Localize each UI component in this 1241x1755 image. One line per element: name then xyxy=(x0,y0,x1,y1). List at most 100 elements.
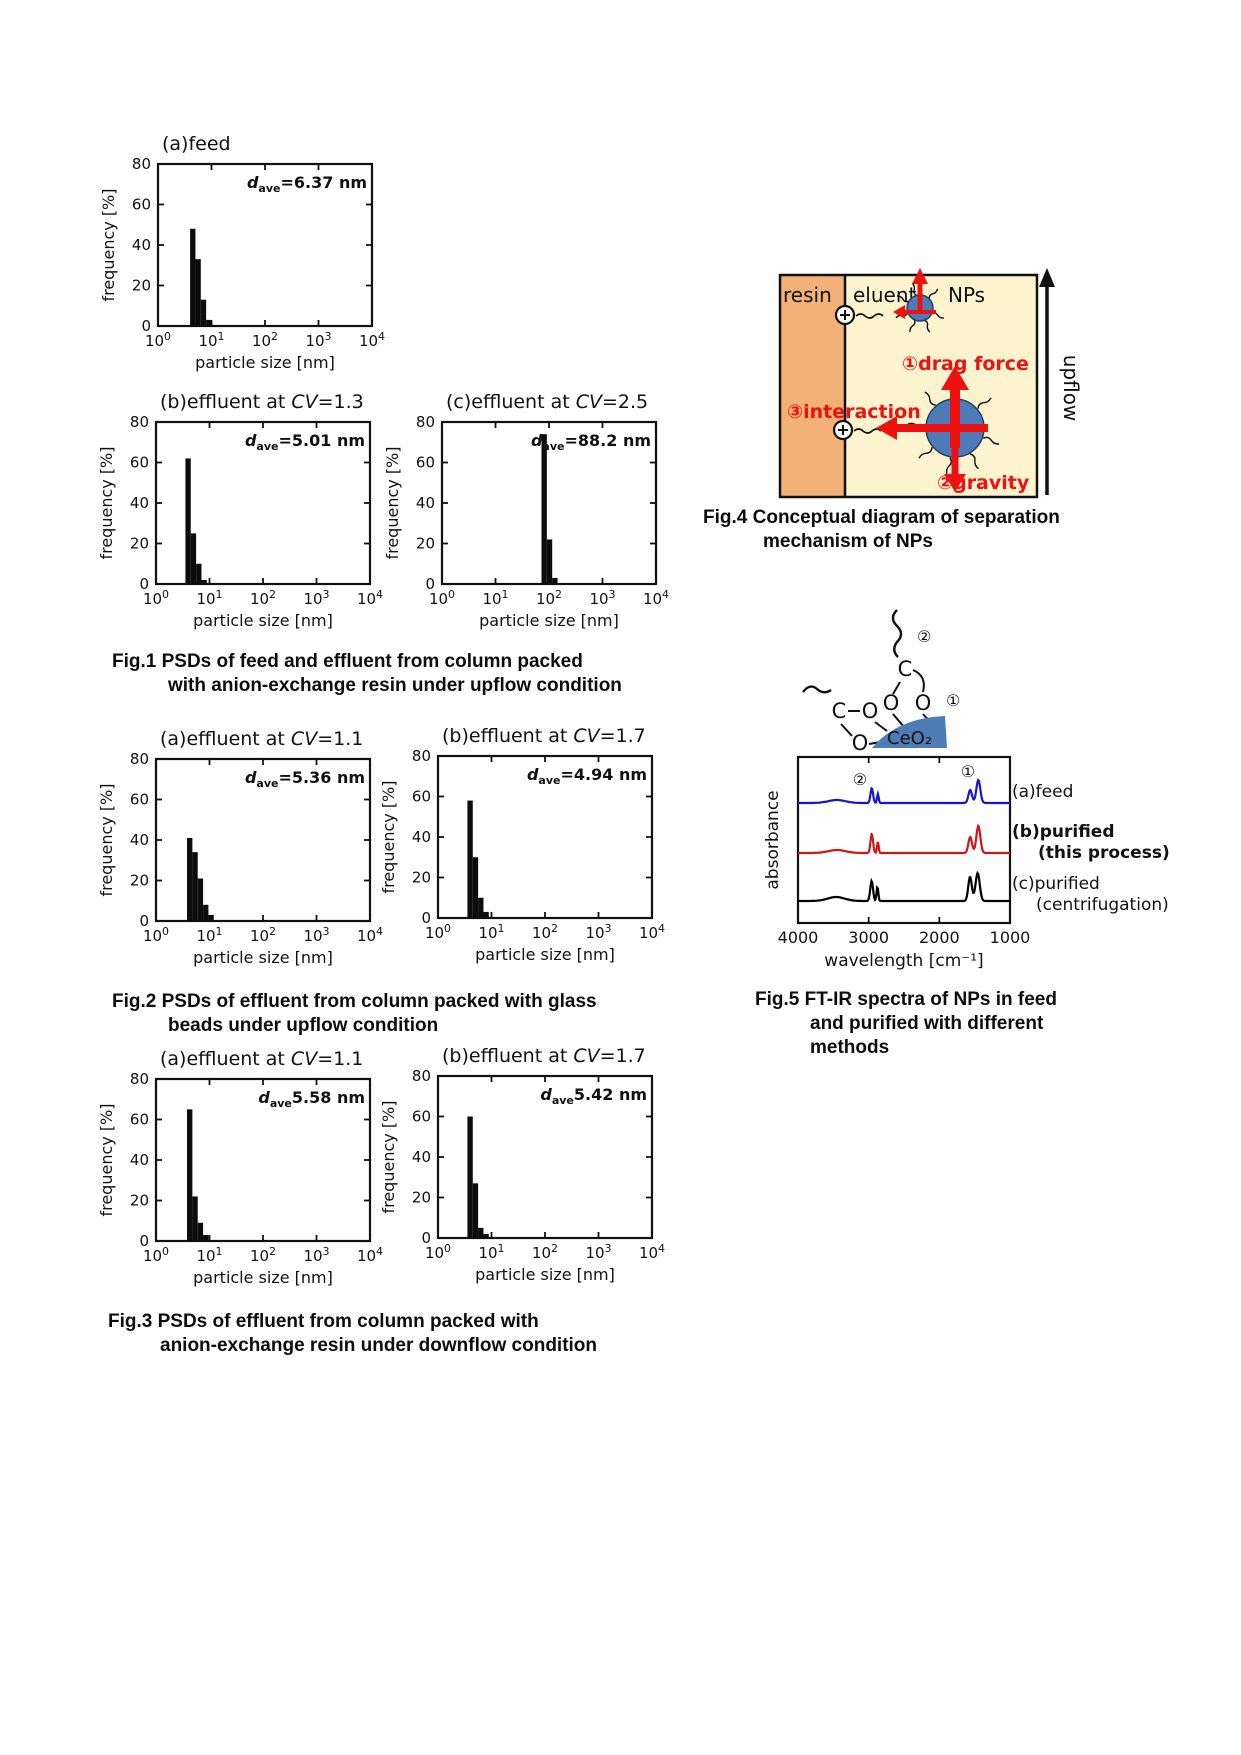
svg-text:0: 0 xyxy=(139,912,149,930)
svg-text:80: 80 xyxy=(130,413,149,431)
svg-text:frequency [%]: frequency [%] xyxy=(97,446,116,559)
svg-text:①: ① xyxy=(961,762,975,781)
svg-text:102: 102 xyxy=(250,1245,276,1265)
fig2-caption-line1: Fig.2 PSDs of effluent from column packe… xyxy=(112,991,597,1012)
svg-text:1000: 1000 xyxy=(990,928,1031,947)
psd-chart-fig2a-effluent-cv1-1: (a)effluent at CV=1.1 0 20 40 60 80 100 101 102 1… xyxy=(97,728,383,967)
svg-text:101: 101 xyxy=(196,588,222,608)
svg-text:104: 104 xyxy=(639,922,665,942)
psd-chart-fig1b-effluent-cv1-3: (b)effluent at CV=1.3 0 20 40 60 80 100 101 102 1… xyxy=(97,391,383,630)
svg-text:dave5.58 nm: dave5.58 nm xyxy=(258,1088,365,1110)
svg-text:102: 102 xyxy=(250,588,276,608)
svg-text:101: 101 xyxy=(478,1242,504,1262)
polymer-chain-squiggle xyxy=(802,685,832,694)
svg-text:104: 104 xyxy=(359,330,385,350)
svg-text:80: 80 xyxy=(416,413,435,431)
svg-text:dave=6.37 nm: dave=6.37 nm xyxy=(247,173,367,195)
svg-text:particle size [nm]: particle size [nm] xyxy=(475,1265,615,1284)
fig5-caption-line1: Fig.5 FT-IR spectra of NPs in feed xyxy=(755,989,1057,1010)
ftir-label-purified-centrifugation: (c)purified (centrifugation) xyxy=(1012,874,1169,916)
ftir-curve xyxy=(798,777,1010,805)
svg-text:40: 40 xyxy=(130,831,149,849)
svg-text:100: 100 xyxy=(425,922,451,942)
ftir-curve xyxy=(798,823,1010,855)
svg-text:40: 40 xyxy=(130,1151,149,1169)
svg-text:40: 40 xyxy=(130,494,149,512)
svg-text:(b)effluent at CV=1.7: (b)effluent at CV=1.7 xyxy=(442,725,646,747)
svg-text:101: 101 xyxy=(196,1245,222,1265)
psd-chart-fig2b-effluent-cv1-7: (b)effluent at CV=1.7 0 20 40 60 80 100 101 102 1… xyxy=(379,725,665,964)
svg-text:(b)effluent at CV=1.7: (b)effluent at CV=1.7 xyxy=(442,1045,646,1067)
svg-text:4000: 4000 xyxy=(778,928,819,947)
svg-text:60: 60 xyxy=(130,1111,149,1129)
svg-text:103: 103 xyxy=(585,1242,611,1262)
ftir-curve xyxy=(798,870,1010,903)
svg-text:20: 20 xyxy=(130,535,149,553)
svg-text:40: 40 xyxy=(132,236,151,254)
svg-text:particle size [nm]: particle size [nm] xyxy=(193,1268,333,1287)
interaction-label: ③interaction xyxy=(787,401,921,423)
svg-text:100: 100 xyxy=(143,1245,169,1265)
svg-text:3000: 3000 xyxy=(848,928,889,947)
fig3-caption: Fig.3 PSDs of effluent from column packe… xyxy=(108,1310,668,1358)
svg-text:particle size [nm]: particle size [nm] xyxy=(475,945,615,964)
charged-site-icon xyxy=(832,419,854,441)
svg-text:0: 0 xyxy=(141,317,151,335)
svg-text:(b)effluent at CV=1.3: (b)effluent at CV=1.3 xyxy=(160,391,364,413)
svg-text:80: 80 xyxy=(412,747,431,765)
svg-text:104: 104 xyxy=(357,1245,383,1265)
svg-text:103: 103 xyxy=(589,588,615,608)
ftir-spectra-chart: 4000 3000 2000 1000 wavelength [cm⁻¹] absorba… xyxy=(763,755,1030,971)
svg-text:0: 0 xyxy=(139,575,149,593)
svg-text:particle size [nm]: particle size [nm] xyxy=(193,611,333,630)
svg-text:0: 0 xyxy=(421,1229,431,1247)
svg-text:40: 40 xyxy=(416,494,435,512)
fig1-caption-line2: with anion-exchange resin under upflow c… xyxy=(168,675,622,696)
svg-text:101: 101 xyxy=(478,922,504,942)
svg-text:102: 102 xyxy=(536,588,562,608)
svg-text:(a)effluent at CV=1.1: (a)effluent at CV=1.1 xyxy=(160,728,363,750)
svg-text:frequency [%]: frequency [%] xyxy=(379,1100,398,1213)
svg-text:wavelength [cm⁻¹]: wavelength [cm⁻¹] xyxy=(824,951,983,971)
svg-text:101: 101 xyxy=(196,925,222,945)
svg-text:102: 102 xyxy=(252,330,278,350)
svg-text:frequency [%]: frequency [%] xyxy=(99,188,118,301)
svg-text:absorbance: absorbance xyxy=(763,790,783,889)
svg-text:60: 60 xyxy=(412,788,431,806)
svg-text:60: 60 xyxy=(416,454,435,472)
svg-text:20: 20 xyxy=(132,277,151,295)
svg-text:100: 100 xyxy=(425,1242,451,1262)
ligand-squiggle xyxy=(853,428,882,434)
svg-text:103: 103 xyxy=(303,925,329,945)
tag1-label: ① xyxy=(946,691,960,710)
svg-text:particle size [nm]: particle size [nm] xyxy=(195,353,335,372)
fig3-caption-line2: anion-exchange resin under downflow cond… xyxy=(160,1335,598,1356)
svg-text:103: 103 xyxy=(585,922,611,942)
svg-text:80: 80 xyxy=(130,750,149,768)
oxygen-label: O xyxy=(862,699,879,723)
psd-chart-fig1c-effluent-cv2-5: (c)effluent at CV=2.5 0 20 40 60 80 100 101 102 1… xyxy=(383,391,669,630)
fig4-separation-diagram: resin eluent NPs xyxy=(778,268,1083,499)
svg-text:20: 20 xyxy=(130,1192,149,1210)
fig5-caption: Fig.5 FT-IR spectra of NPs in feed and p… xyxy=(755,988,1115,1060)
svg-text:100: 100 xyxy=(429,588,455,608)
svg-text:dave=88.2 nm: dave=88.2 nm xyxy=(531,431,651,453)
svg-text:80: 80 xyxy=(130,1070,149,1088)
ftir-label-feed: (a)feed xyxy=(1012,782,1074,802)
svg-text:(c)effluent at CV=2.5: (c)effluent at CV=2.5 xyxy=(446,391,648,413)
fig5-caption-line3: methods xyxy=(810,1037,890,1058)
fig2-caption-line2: beads under upflow condition xyxy=(168,1015,439,1036)
small-nanoparticle xyxy=(893,268,945,333)
svg-text:100: 100 xyxy=(145,330,171,350)
svg-text:103: 103 xyxy=(303,588,329,608)
svg-text:0: 0 xyxy=(421,909,431,927)
oxygen-label: O xyxy=(852,731,869,755)
fig1-caption: Fig.1 PSDs of feed and effluent from col… xyxy=(112,650,672,698)
svg-text:20: 20 xyxy=(412,1189,431,1207)
fig4-caption-line1: Fig.4 Conceptual diagram of separation xyxy=(703,507,1060,528)
gravity-label: ②gravity xyxy=(937,472,1030,494)
ftir-label-purified-process: (b)purified (this process) xyxy=(1012,822,1170,864)
svg-text:60: 60 xyxy=(130,454,149,472)
svg-text:dave5.42 nm: dave5.42 nm xyxy=(540,1085,647,1107)
fig1-caption-line1: Fig.1 PSDs of feed and effluent from col… xyxy=(112,651,583,672)
